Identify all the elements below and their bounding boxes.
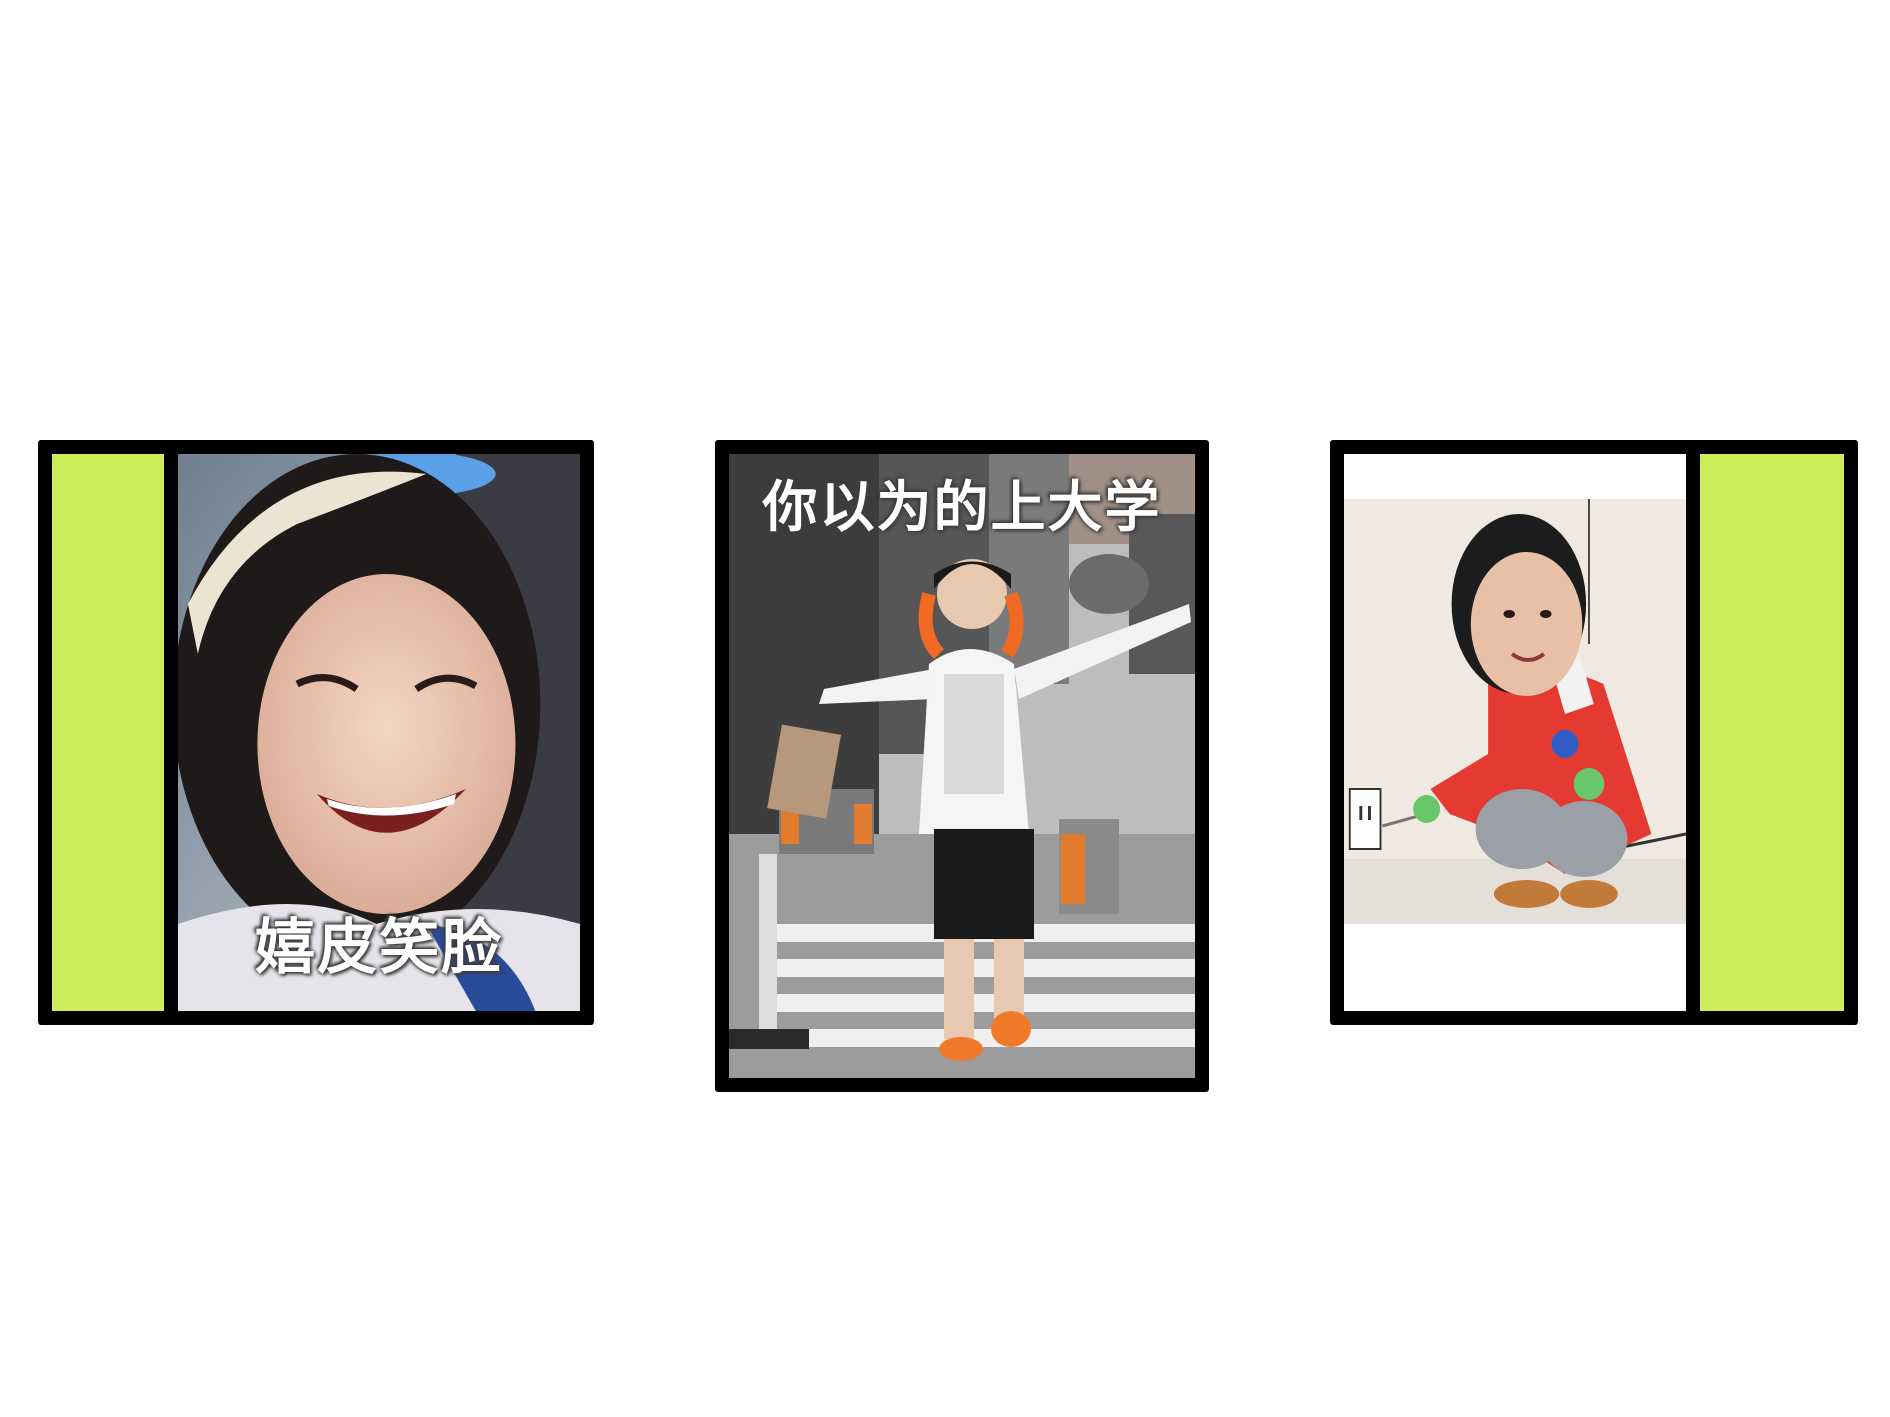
caption-panel-1: 嬉皮笑脸 [255, 913, 503, 983]
photo-cartoon-plug [1344, 454, 1686, 1011]
panel-3 [1330, 440, 1858, 1025]
green-strip-right [1700, 454, 1844, 1011]
panel-2: 你以为的上大学 [715, 440, 1209, 1092]
green-strip-left [52, 454, 164, 1011]
divider [164, 454, 178, 1011]
caption-panel-2: 你以为的上大学 [762, 475, 1162, 539]
cartoon-plug-illustration [1344, 454, 1686, 1011]
divider [1686, 454, 1700, 1011]
crosswalk-illustration [729, 454, 1195, 1078]
laughing-girl-illustration [178, 454, 580, 1011]
photo-crosswalk-student: 你以为的上大学 [729, 454, 1195, 1078]
panel-1: 嬉皮笑脸 [38, 440, 594, 1025]
photo-laughing-girl: 嬉皮笑脸 [178, 454, 580, 1011]
